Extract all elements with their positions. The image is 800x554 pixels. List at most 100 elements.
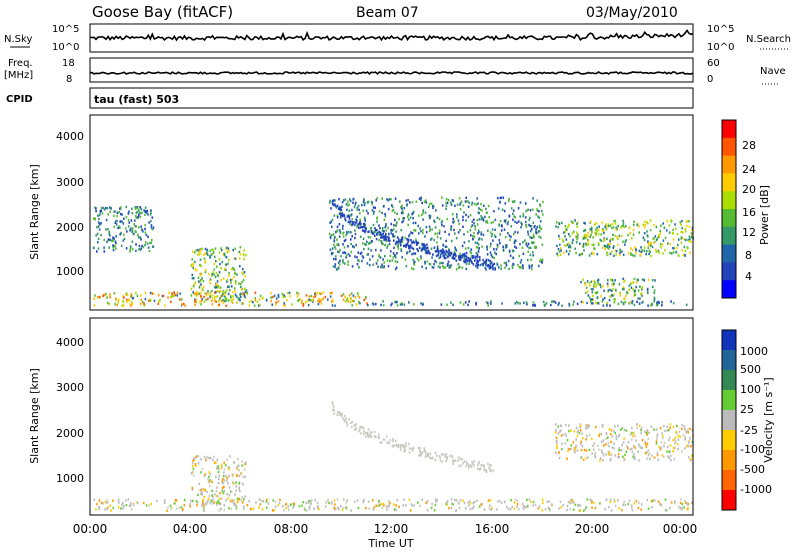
- power-echo: [405, 243, 407, 246]
- power-echo: [633, 220, 635, 223]
- velocity-echo: [690, 458, 692, 461]
- power-echo: [343, 246, 346, 249]
- power-echo: [94, 218, 97, 221]
- power-echo: [115, 223, 118, 226]
- power-echo: [407, 239, 410, 242]
- velocity-echo: [166, 509, 168, 512]
- power-echo: [234, 293, 237, 296]
- velocity-echo: [687, 428, 689, 432]
- power-echo: [596, 279, 599, 283]
- power-echo: [131, 240, 134, 243]
- power-echo: [421, 201, 423, 205]
- power-echo: [499, 242, 501, 245]
- power-echo: [680, 241, 683, 244]
- velocity-echo: [218, 501, 221, 505]
- power-echo: [449, 251, 451, 254]
- velocity-echo: [534, 503, 537, 507]
- velocity-echo: [170, 507, 172, 510]
- power-echo: [632, 233, 635, 236]
- velocity-echo: [423, 449, 426, 452]
- velocity-echo: [646, 457, 648, 460]
- velocity-echo: [378, 436, 380, 439]
- power-echo: [433, 246, 436, 249]
- velocity-echo: [666, 445, 669, 448]
- power-echo: [504, 219, 507, 222]
- velocity-echo: [463, 501, 466, 505]
- velocity-echo: [659, 448, 662, 451]
- power-echo: [179, 292, 182, 295]
- power-echo: [204, 292, 206, 295]
- velocity-echo: [442, 453, 445, 456]
- velocity-echo: [579, 504, 582, 507]
- velocity-echo: [267, 502, 270, 505]
- velocity-echo: [333, 507, 336, 510]
- velocity-echo: [687, 445, 690, 448]
- velocity-echo: [664, 498, 667, 501]
- velocity-echo: [656, 437, 658, 440]
- power-echo: [500, 264, 502, 267]
- power-echo: [539, 203, 541, 206]
- power-echo: [539, 260, 541, 263]
- velocity-echo: [465, 460, 468, 464]
- velocity-echo: [571, 499, 574, 502]
- power-echo: [230, 281, 232, 284]
- velocity-echo: [600, 449, 603, 452]
- velocity-echo: [454, 498, 456, 502]
- power-echo: [130, 293, 133, 296]
- power-echo: [514, 220, 516, 223]
- power-echo: [223, 252, 226, 255]
- power-echo: [685, 220, 688, 223]
- velocity-echo: [570, 429, 572, 432]
- power-echo: [561, 304, 563, 307]
- power-echo: [666, 220, 669, 223]
- power-echo: [239, 246, 242, 249]
- beam-title: Beam 07: [356, 5, 419, 21]
- power-echo: [363, 225, 365, 229]
- power-echo: [116, 211, 119, 214]
- velocity-echo: [156, 499, 158, 503]
- velocity-echo: [174, 502, 176, 505]
- power-ytick-2000: 2000: [56, 221, 84, 234]
- velocity-echo: [389, 501, 391, 504]
- power-echo: [680, 237, 682, 240]
- power-echo: [359, 235, 362, 238]
- power-echo: [603, 239, 605, 242]
- velocity-echo: [561, 448, 563, 451]
- power-echo: [424, 199, 427, 202]
- power-echo: [582, 278, 584, 281]
- velocity-echo: [581, 432, 583, 435]
- power-echo: [120, 206, 122, 209]
- power-echo: [301, 299, 303, 303]
- velocity-echo: [290, 502, 293, 506]
- power-echo: [434, 232, 436, 235]
- power-echo: [344, 217, 346, 220]
- power-echo: [493, 248, 495, 251]
- velocity-echo: [579, 509, 582, 512]
- power-echo: [373, 210, 375, 213]
- power-echo: [526, 245, 529, 248]
- power-echo: [218, 271, 221, 274]
- velocity-echo: [243, 498, 245, 501]
- power-echo: [690, 232, 693, 235]
- power-echo: [243, 271, 246, 274]
- power-echo: [527, 258, 529, 262]
- velocity-echo: [575, 444, 578, 448]
- power-echo: [441, 204, 444, 207]
- power-echo: [365, 209, 368, 212]
- power-echo: [106, 296, 108, 299]
- power-echo: [485, 268, 487, 271]
- power-echo: [329, 295, 332, 298]
- power-colorbar-swatch: [722, 173, 736, 192]
- velocity-echo: [672, 439, 675, 442]
- velocity-echo: [640, 446, 642, 449]
- power-echo: [529, 253, 532, 257]
- power-echo: [135, 225, 137, 228]
- power-echo: [651, 245, 654, 249]
- power-echo: [507, 220, 509, 224]
- velocity-echo: [549, 509, 551, 512]
- power-echo: [465, 196, 467, 199]
- power-echo: [318, 300, 321, 303]
- power-echo: [382, 235, 384, 239]
- velocity-echo: [617, 424, 619, 427]
- power-echo: [415, 243, 418, 246]
